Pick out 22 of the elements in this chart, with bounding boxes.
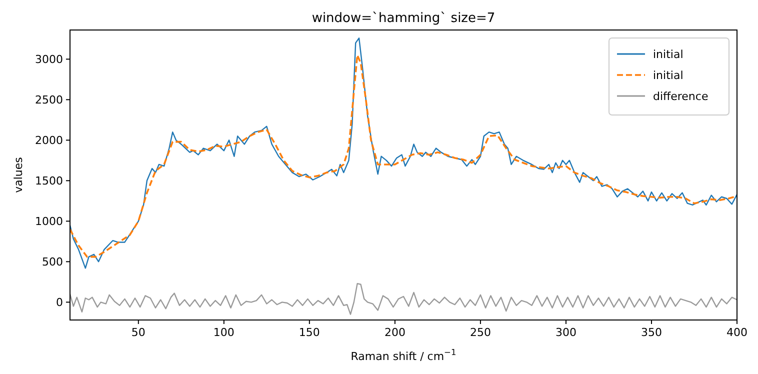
- line-series: [70, 282, 737, 315]
- chart-title: window=`hamming` size=7: [312, 11, 496, 26]
- y-axis-title: values: [12, 156, 25, 193]
- legend-label: initial: [653, 48, 684, 61]
- legend-label: initial: [653, 68, 684, 82]
- x-tick-label: 200: [384, 326, 406, 339]
- x-tick-label: 150: [298, 326, 320, 339]
- y-tick-label: 0: [56, 296, 63, 310]
- x-tick-label: 50: [131, 326, 146, 339]
- x-tick-label: 350: [640, 326, 662, 339]
- y-tick-label: 1500: [35, 174, 63, 188]
- x-tick-label: 100: [213, 326, 234, 339]
- y-tick-label: 2500: [35, 94, 63, 107]
- y-tick-label: 1000: [35, 215, 63, 228]
- x-tick-label: 250: [470, 326, 491, 339]
- x-tick-label: 400: [726, 326, 748, 339]
- x-tick-label: 300: [555, 326, 576, 339]
- legend-label: difference: [653, 90, 708, 103]
- y-tick-label: 2000: [35, 134, 63, 148]
- y-tick-label: 3000: [35, 53, 63, 66]
- y-tick-label: 500: [42, 256, 63, 269]
- x-axis-title: Raman shift / cm$^{−1}$: [350, 347, 456, 363]
